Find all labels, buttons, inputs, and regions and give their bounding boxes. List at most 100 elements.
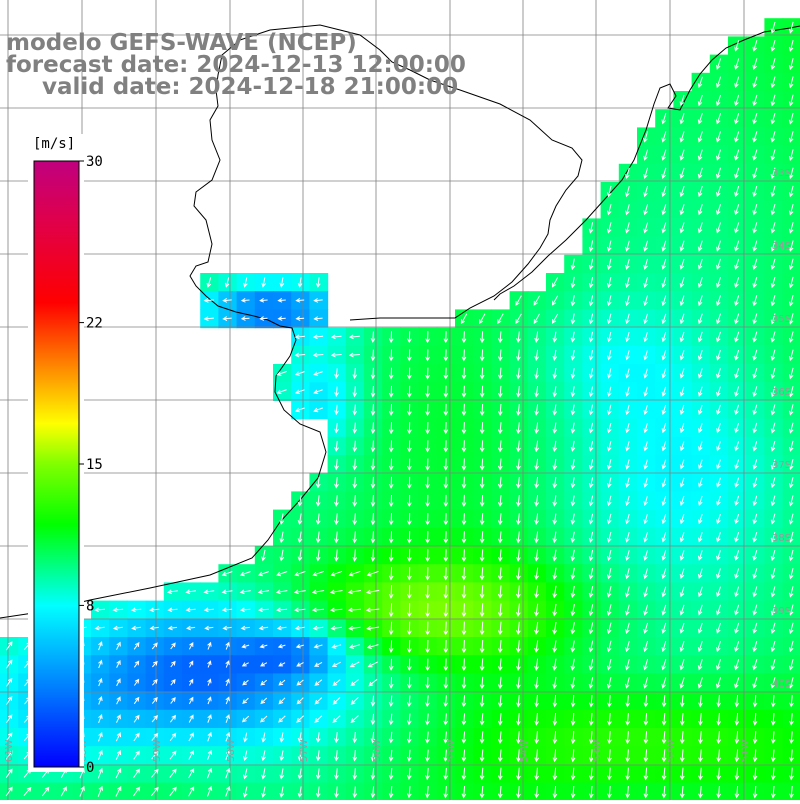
wind-arrow (370, 695, 376, 707)
longitude-label: 55W (446, 739, 457, 762)
wind-arrow (770, 767, 776, 781)
wind-arrow (679, 277, 685, 289)
wind-arrow (698, 423, 703, 434)
wind-arrow (716, 640, 721, 653)
wind-arrow (388, 621, 394, 636)
wind-arrow (643, 441, 648, 452)
wind-arrow (679, 185, 685, 198)
wind-arrow (479, 549, 485, 562)
wind-arrow (788, 386, 794, 398)
wind-arrow (752, 167, 758, 179)
wind-arrow (770, 622, 776, 635)
wind-arrow (697, 258, 703, 270)
wind-arrow (788, 185, 794, 198)
wind-arrow (461, 621, 467, 636)
colorbar-tick-label: 15 (86, 457, 103, 473)
wind-arrow (347, 607, 361, 613)
wind-arrow (5, 641, 13, 651)
wind-arrow (407, 367, 412, 380)
wind-arrow (497, 494, 503, 508)
wind-arrow (243, 750, 248, 762)
wind-arrow (388, 749, 394, 762)
wind-arrow (407, 567, 412, 581)
wind-arrow (516, 658, 521, 672)
wind-arrow (443, 531, 449, 544)
wind-arrow (443, 603, 449, 618)
wind-arrow (607, 731, 612, 745)
wind-arrow (570, 640, 576, 653)
wind-arrow (240, 316, 250, 321)
wind-arrow (295, 316, 305, 321)
wind-arrow (752, 695, 758, 708)
wind-arrow (698, 785, 703, 799)
wind-arrow (789, 731, 794, 744)
wind-arrow (516, 621, 521, 636)
wind-arrow (315, 495, 321, 507)
wind-arrow (170, 660, 176, 668)
wind-arrow (5, 786, 13, 797)
wind-arrow (149, 607, 160, 613)
wind-arrow (697, 222, 703, 234)
wind-arrow (570, 767, 576, 781)
wind-arrow (314, 679, 323, 686)
wind-arrow (151, 642, 158, 650)
wind-arrow (388, 422, 394, 435)
wind-arrow (443, 786, 449, 799)
wind-arrow (206, 767, 213, 779)
wind-arrow (370, 422, 376, 435)
wind-arrow (443, 549, 449, 563)
wind-arrow (770, 367, 776, 380)
wind-arrow (533, 313, 540, 325)
wind-arrow (661, 404, 667, 415)
wind-arrow (588, 276, 594, 289)
wind-arrow (552, 712, 558, 726)
wind-arrow (697, 622, 703, 634)
wind-arrow (643, 550, 648, 561)
wind-arrow (315, 732, 321, 743)
wind-arrow (258, 625, 269, 631)
wind-arrow (261, 786, 266, 798)
wind-arrow (607, 712, 612, 726)
wind-arrow (607, 422, 612, 434)
wind-arrow (497, 640, 503, 654)
wind-arrow (479, 422, 485, 435)
wind-arrow (661, 222, 667, 234)
wind-arrow (279, 750, 285, 762)
wind-arrow (625, 386, 630, 397)
wind-arrow (425, 567, 430, 581)
wind-arrow (188, 786, 195, 797)
wind-arrow (734, 622, 740, 634)
wind-arrow (115, 785, 122, 797)
wind-arrow (716, 404, 721, 416)
wind-arrow (388, 385, 394, 398)
wind-arrow (334, 404, 339, 416)
wind-arrow (294, 570, 306, 577)
wind-arrow (185, 589, 196, 595)
wind-arrow (770, 677, 776, 689)
wind-arrow (788, 604, 794, 616)
wind-arrow (607, 331, 612, 343)
wind-arrow (588, 331, 594, 343)
wind-arrow (788, 458, 794, 471)
wind-arrow (425, 695, 430, 708)
wind-arrow (588, 313, 594, 325)
wind-arrow (788, 513, 794, 525)
wind-arrow (388, 476, 394, 489)
wind-arrow (788, 39, 794, 52)
wind-arrow (697, 185, 703, 198)
wind-arrow (479, 385, 485, 398)
wind-arrow (588, 658, 594, 671)
wind-arrow (770, 76, 776, 89)
wind-arrow (716, 731, 722, 745)
wind-arrow (516, 531, 521, 544)
wind-arrow (679, 477, 685, 488)
wind-arrow (570, 368, 576, 379)
wind-arrow (661, 640, 667, 653)
wind-arrow (425, 749, 430, 762)
wind-arrow (516, 404, 521, 416)
wind-arrow (752, 513, 758, 525)
wind-arrow (425, 731, 430, 744)
wind-arrow (552, 640, 557, 653)
wind-arrow (407, 349, 412, 362)
wind-arrow (607, 531, 612, 543)
